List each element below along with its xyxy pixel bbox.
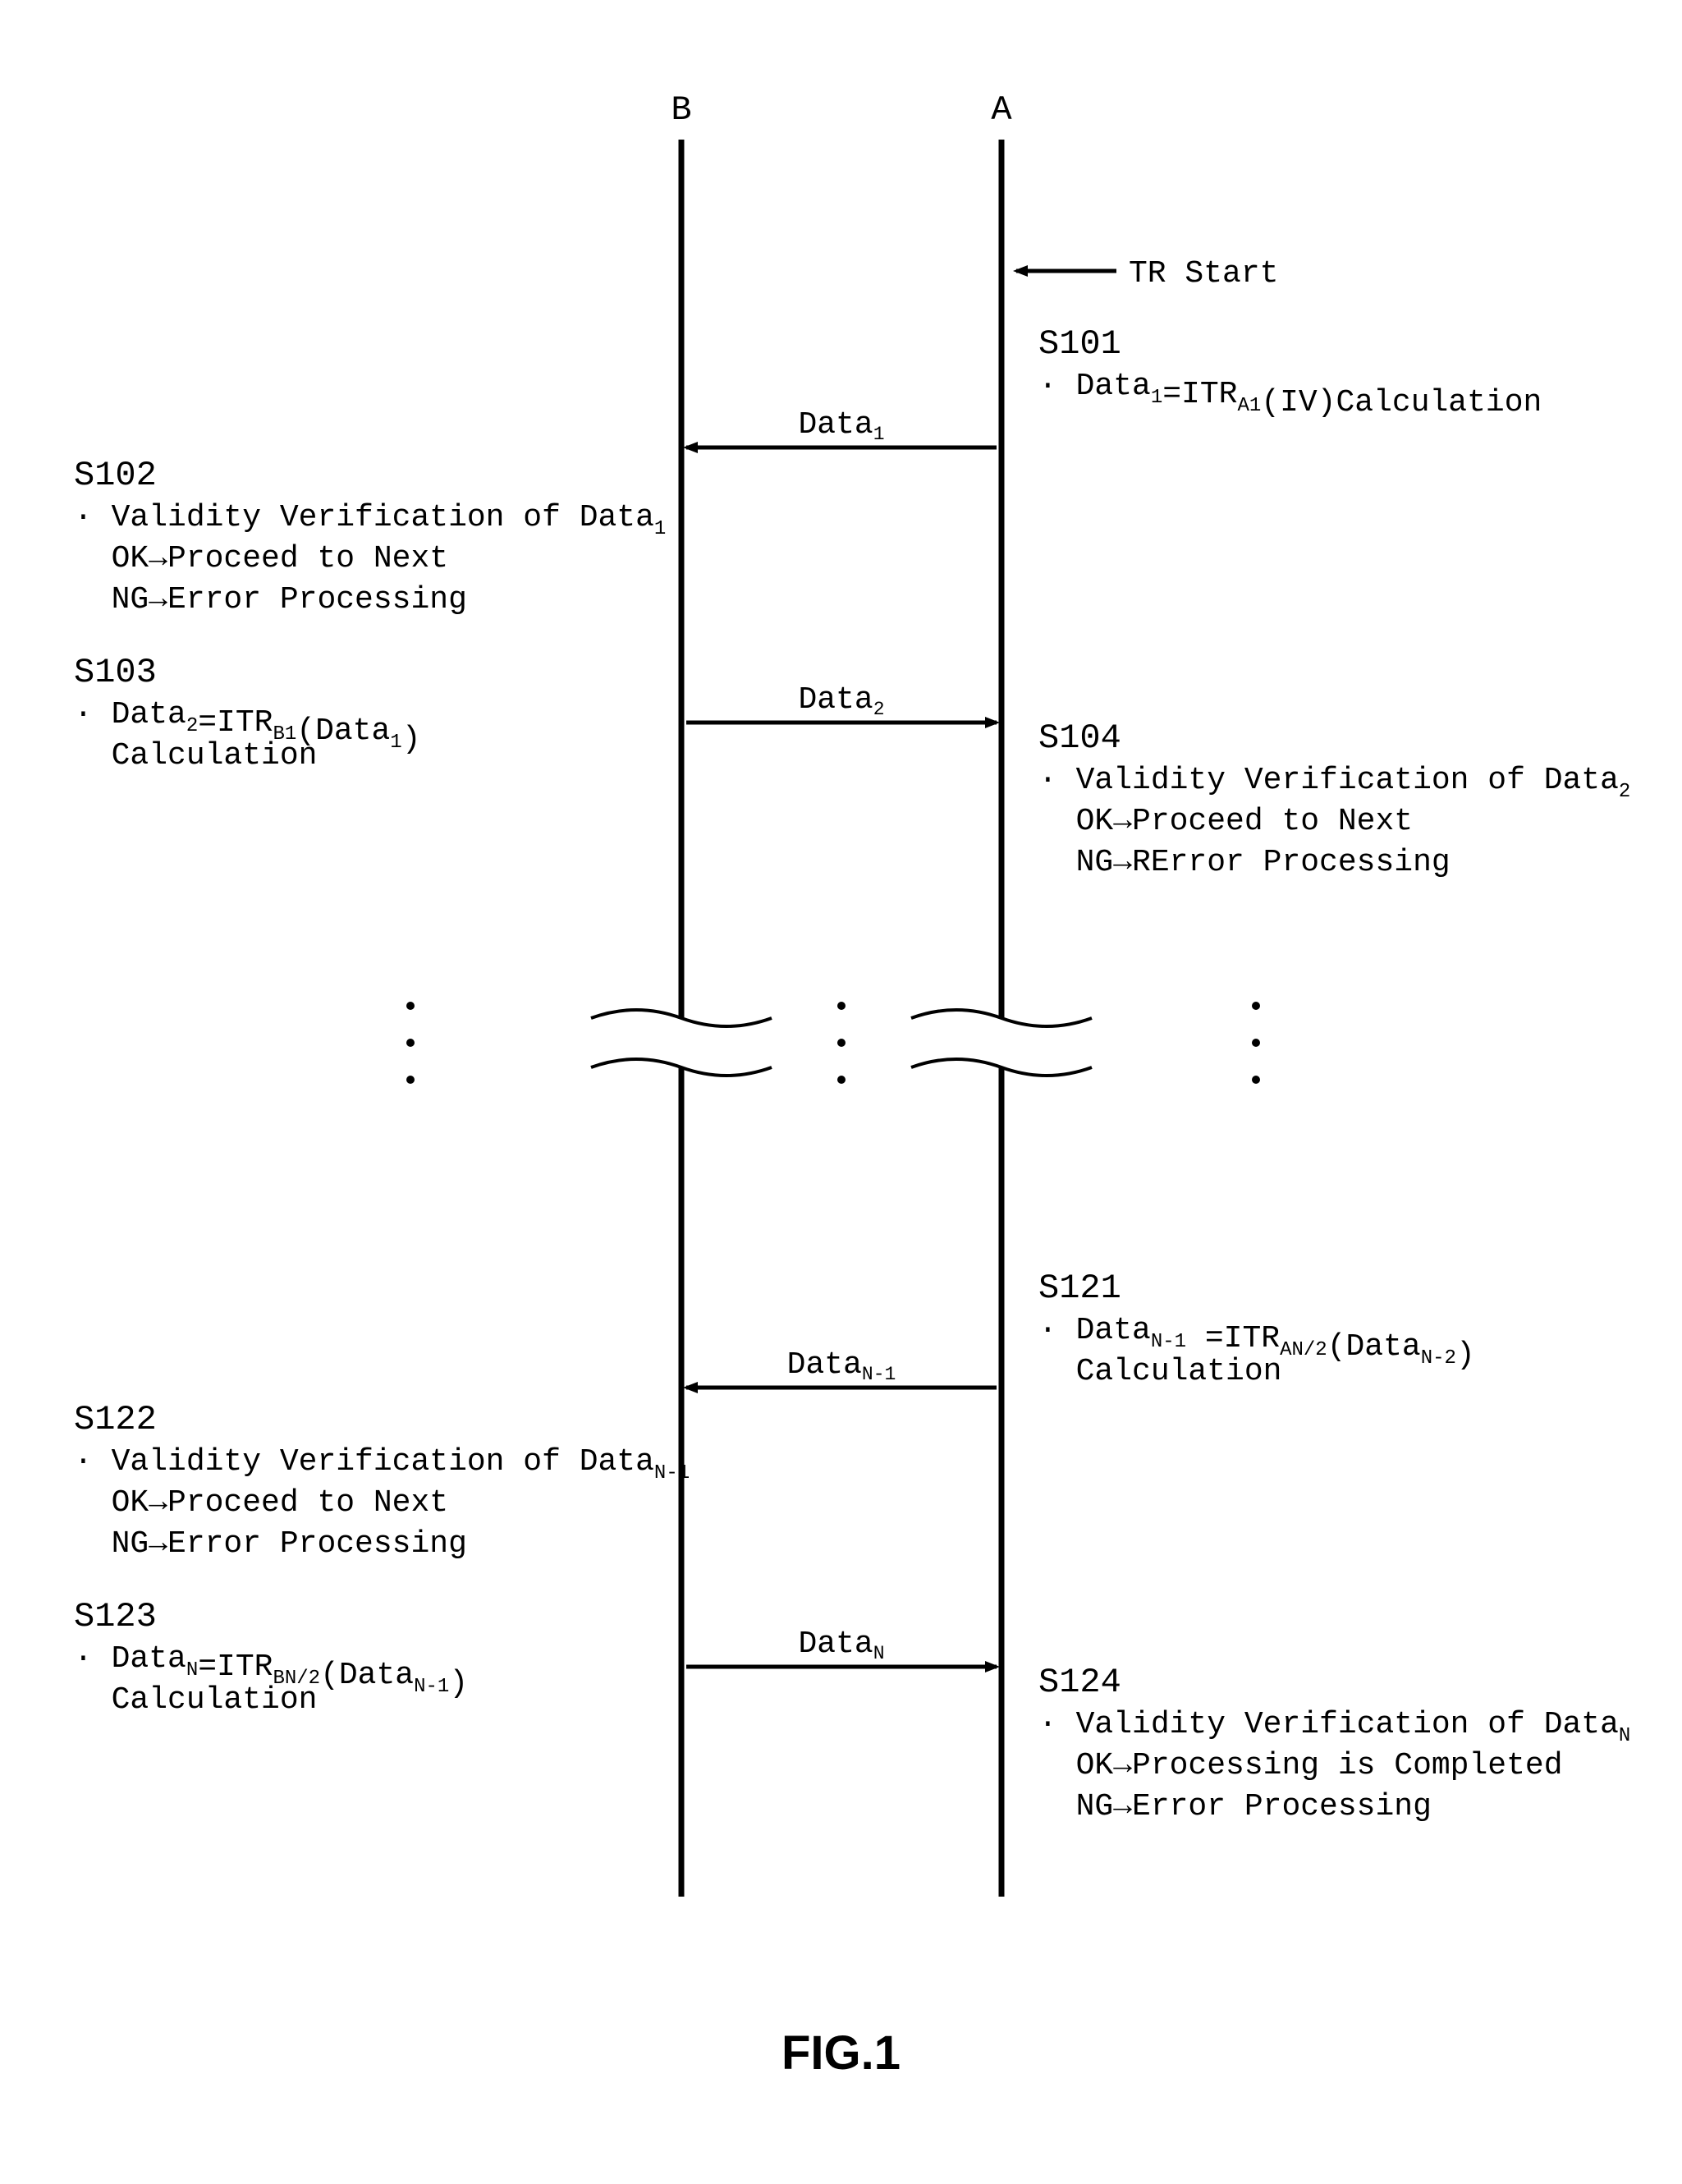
svg-text:DataN-1: DataN-1	[787, 1347, 896, 1385]
svg-text:Data1: Data1	[798, 407, 884, 445]
svg-text:S101: S101	[1038, 324, 1121, 364]
svg-text:Calculation: Calculation	[1038, 1354, 1281, 1389]
svg-text:Data2: Data2	[798, 682, 884, 720]
svg-text:OK→Proceed to Next: OK→Proceed to Next	[74, 1485, 448, 1521]
svg-text:NG→RError Processing: NG→RError Processing	[1038, 845, 1451, 880]
svg-text:S124: S124	[1038, 1663, 1121, 1702]
svg-text:· Validity Verification of Dat: · Validity Verification of DataN	[1038, 1707, 1630, 1747]
svg-text:OK→Proceed to Next: OK→Proceed to Next	[1038, 804, 1413, 839]
svg-text:S104: S104	[1038, 718, 1121, 758]
svg-text:DataN: DataN	[798, 1627, 884, 1664]
svg-text:NG→Error Processing: NG→Error Processing	[74, 1526, 467, 1562]
svg-text:OK→Processing is Completed: OK→Processing is Completed	[1038, 1748, 1563, 1783]
svg-text:· Validity Verification of Dat: · Validity Verification of DataN-1	[74, 1444, 690, 1484]
svg-text:NG→Error Processing: NG→Error Processing	[1038, 1789, 1432, 1824]
sequence-diagram: B A TR Start Data1 Data2 DataN-1 DataN S101 · Da…	[0, 0, 1682, 2184]
svg-text:NG→Error Processing: NG→Error Processing	[74, 582, 467, 617]
svg-text:TR Start: TR Start	[1129, 256, 1278, 291]
svg-text:Calculation: Calculation	[74, 1682, 317, 1718]
svg-text:S122: S122	[74, 1400, 157, 1439]
svg-text:· Validity Verification of Dat: · Validity Verification of Data2	[1038, 763, 1630, 803]
svg-text:FIG.1: FIG.1	[781, 2026, 901, 2080]
svg-text:A: A	[991, 90, 1012, 130]
svg-text:B: B	[671, 90, 691, 130]
svg-text:S103: S103	[74, 653, 157, 692]
svg-text:S102: S102	[74, 456, 157, 495]
svg-text:· Data1=ITRA1(IV)Calculation: · Data1=ITRA1(IV)Calculation	[1038, 369, 1542, 420]
svg-text:OK→Proceed to Next: OK→Proceed to Next	[74, 541, 448, 576]
svg-text:S123: S123	[74, 1597, 157, 1636]
svg-text:· Validity Verification of Dat: · Validity Verification of Data1	[74, 500, 666, 540]
svg-text:S121: S121	[1038, 1269, 1121, 1308]
svg-text:Calculation: Calculation	[74, 738, 317, 773]
